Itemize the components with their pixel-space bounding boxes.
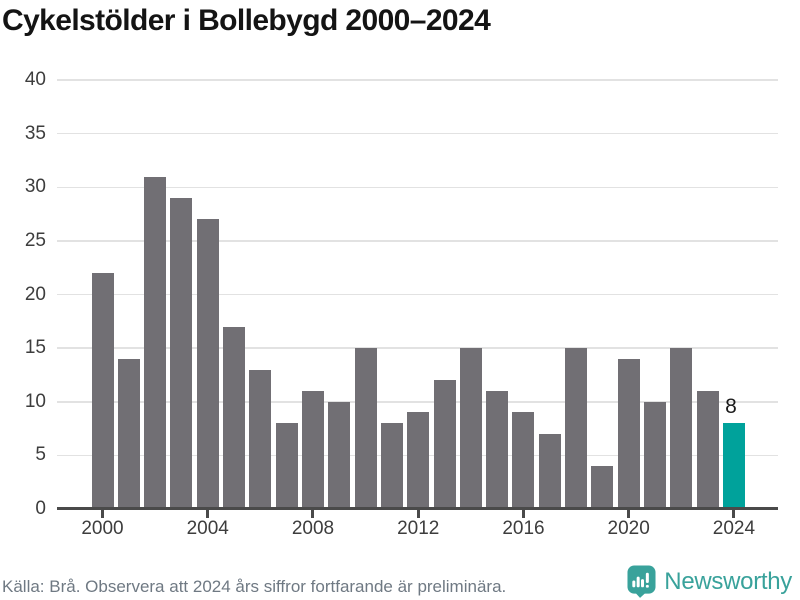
- bar-2005: [223, 326, 246, 509]
- x-tick-label-2008: 2008: [291, 518, 335, 539]
- y-tick-label-40: 40: [24, 69, 46, 90]
- x-tick-mark-2008: [311, 509, 315, 518]
- bar-2007: [275, 423, 298, 509]
- bar-2010: [354, 348, 377, 509]
- newsworthy-bars-icon: [627, 565, 656, 598]
- bar-2014: [459, 348, 482, 509]
- x-tick-label-2016: 2016: [502, 518, 545, 539]
- y-tick-label-20: 20: [24, 283, 46, 305]
- gridline-40: [57, 79, 778, 81]
- plot-area: 0 5 10 15 20 25 30 35 40 2000 2004 2008 2012 2016 2020…: [24, 69, 778, 539]
- bar-2018: [565, 348, 588, 509]
- newsworthy-logo: Newsworthy: [627, 565, 792, 598]
- gridline-20: [57, 293, 778, 296]
- bar-2016: [512, 412, 535, 509]
- gridline-10: [57, 401, 778, 403]
- bar-2009: [328, 401, 351, 509]
- y-tick-label-5: 5: [35, 444, 46, 466]
- bar-2008: [301, 391, 324, 509]
- bar-2020: [617, 358, 640, 509]
- bar-2012: [407, 412, 430, 509]
- x-tick-mark-2016: [521, 509, 525, 518]
- bar-2024: [722, 423, 745, 509]
- y-tick-label-10: 10: [24, 390, 46, 412]
- highlight-value-label: 8: [725, 395, 737, 419]
- y-tick-label-15: 15: [24, 337, 46, 359]
- bar-2006: [249, 369, 272, 509]
- x-tick-mark-2020: [627, 509, 631, 518]
- x-tick-mark-2012: [416, 509, 420, 518]
- x-tick-label-2000: 2000: [81, 518, 124, 539]
- x-axis-line: [57, 506, 778, 510]
- x-tick-mark-2024: [732, 509, 736, 518]
- bar-2001: [117, 358, 140, 509]
- newsworthy-wordmark: Newsworthy: [664, 567, 792, 595]
- bar-2013: [433, 380, 456, 509]
- bar-2019: [591, 466, 614, 509]
- y-tick-label-0: 0: [35, 498, 46, 519]
- x-tick-mark-2004: [206, 509, 210, 518]
- gridline-30: [57, 186, 778, 188]
- gridline-35: [57, 132, 778, 135]
- x-tick-label-2020: 2020: [607, 518, 650, 539]
- bar-2022: [670, 348, 693, 509]
- bar-2015: [486, 391, 509, 509]
- gridline-25: [57, 240, 778, 242]
- y-tick-label-25: 25: [24, 229, 46, 251]
- y-tick-label-35: 35: [24, 122, 46, 144]
- x-tick-label-2004: 2004: [186, 518, 229, 539]
- x-tick-mark-2000: [101, 509, 104, 518]
- bar-2011: [380, 423, 403, 509]
- source-note: Källa: Brå. Observera att 2024 års siffr…: [2, 577, 507, 596]
- bar-2021: [644, 401, 666, 509]
- bar-2023: [696, 391, 719, 509]
- y-tick-label-30: 30: [24, 176, 46, 198]
- bar-2017: [538, 433, 561, 509]
- bar-2000: [91, 273, 114, 509]
- bar-2003: [170, 197, 193, 509]
- bar-2002: [144, 176, 167, 509]
- gridline-15: [57, 347, 778, 349]
- chart-title: Cykelstölder i Bollebygd 2000–2024: [2, 4, 491, 37]
- bar-2004: [196, 219, 219, 509]
- x-tick-label-2012: 2012: [397, 518, 440, 539]
- x-tick-label-2024: 2024: [712, 518, 756, 539]
